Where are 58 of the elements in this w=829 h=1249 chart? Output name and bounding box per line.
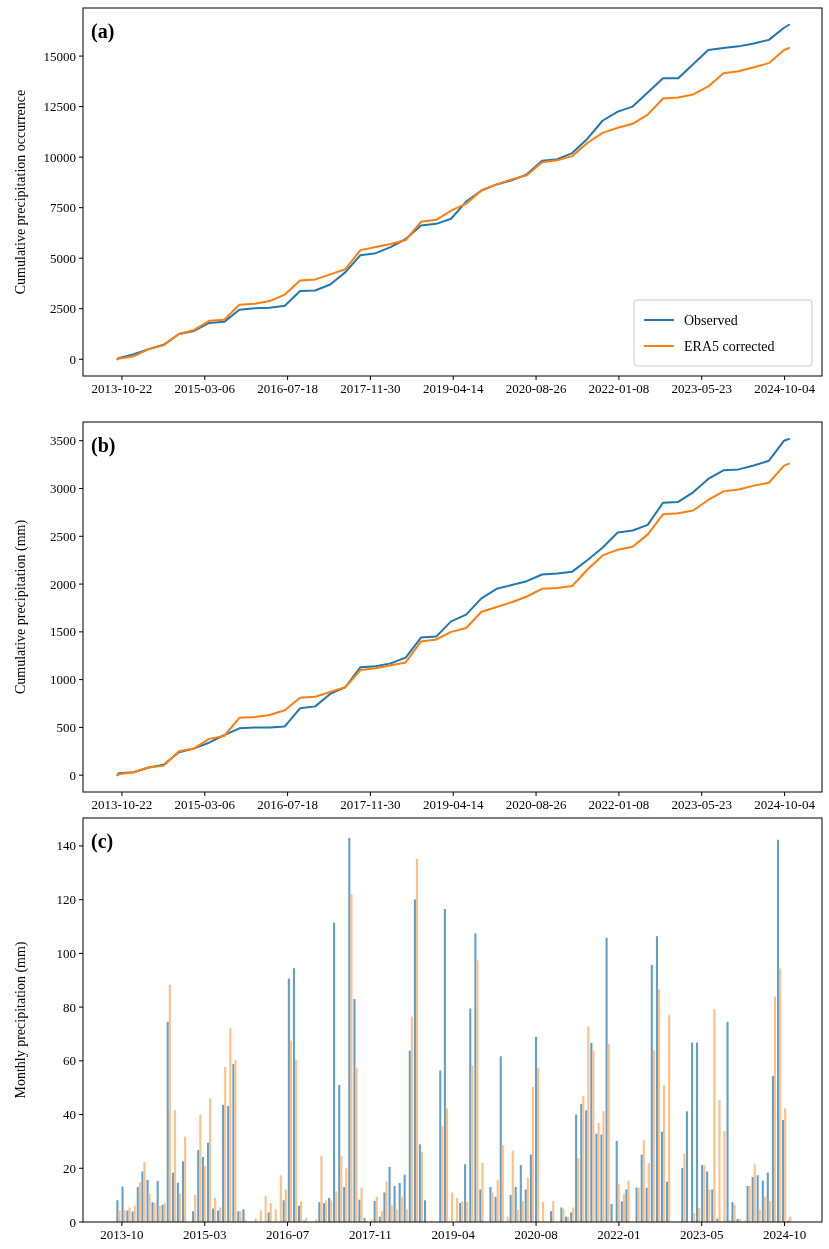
y-tick-label: 7500 (50, 200, 76, 216)
y-tick-label: 80 (63, 999, 76, 1015)
x-tick-label: 2020-08 (514, 1227, 558, 1242)
y-tick-label: 5000 (50, 250, 76, 266)
x-tick-label: 2017-11 (348, 1227, 392, 1242)
y-tick-label: 2500 (50, 528, 76, 544)
x-tick-label: 2024-10-04 (754, 797, 816, 812)
y-axis-title: Cumulative precipitation (mm) (13, 519, 29, 695)
y-tick-label: 40 (63, 1107, 76, 1123)
x-tick-label: 2016-07-18 (257, 797, 318, 812)
x-tick-label: 2013-10-22 (91, 797, 153, 812)
x-tick-label: 2013-10-22 (91, 381, 153, 396)
x-tick-label: 2023-05-23 (671, 797, 733, 812)
y-tick-label: 3000 (50, 481, 76, 497)
text: (b) (91, 434, 116, 457)
y-tick-label: 2500 (50, 301, 76, 317)
y-tick-label: 1000 (50, 672, 76, 688)
legend-label: Observed (684, 313, 738, 328)
x-tick-label: 2022-01-08 (588, 797, 650, 812)
text: (c) (91, 830, 114, 853)
y-tick-label: 0 (69, 1214, 76, 1230)
text: (a) (91, 20, 115, 43)
y-tick-label: 2000 (50, 576, 76, 592)
x-tick-label: 2013-10 (100, 1227, 144, 1242)
x-tick-label: 2016-07-18 (257, 381, 318, 396)
y-tick-label: 20 (63, 1160, 76, 1176)
y-tick-label: 12500 (43, 99, 76, 115)
y-tick-label: 60 (63, 1053, 76, 1069)
x-tick-label: 2019-04-14 (422, 381, 485, 396)
legend-label: ERA5 corrected (684, 339, 775, 354)
x-tick-label: 2015-03-06 (174, 797, 236, 812)
y-tick-label: 10000 (43, 149, 76, 165)
y-tick-label: 0 (69, 767, 76, 783)
y-tick-label: 100 (56, 945, 76, 961)
x-tick-label: 2020-08-26 (505, 381, 567, 396)
x-tick-label: 2024-10-04 (754, 381, 816, 396)
y-tick-label: 15000 (43, 48, 76, 64)
x-tick-label: 2015-03 (183, 1227, 227, 1242)
y-tick-label: 3500 (50, 433, 76, 449)
x-tick-label: 2019-04-14 (422, 797, 485, 812)
y-tick-label: 500 (56, 719, 76, 735)
y-tick-label: 0 (69, 351, 76, 367)
x-tick-label: 2023-05-23 (671, 381, 733, 396)
y-axis-title: Cumulative precipitation occurrence (13, 89, 28, 295)
x-tick-label: 2016-07 (265, 1227, 310, 1242)
y-axis-title: Monthly precipitation (mm) (13, 941, 29, 1099)
x-tick-label: 2019-04 (431, 1227, 476, 1242)
y-tick-label: 120 (56, 892, 76, 908)
x-tick-label: 2017-11-30 (340, 381, 401, 396)
x-tick-label: 2017-11-30 (340, 797, 401, 812)
x-tick-label: 2024-10 (762, 1227, 807, 1242)
x-tick-label: 2022-01-08 (588, 381, 650, 396)
y-tick-label: 1500 (50, 624, 76, 640)
x-tick-label: 2022-01 (597, 1227, 641, 1242)
x-tick-label: 2020-08-26 (505, 797, 567, 812)
x-tick-label: 2015-03-06 (174, 381, 236, 396)
x-tick-label: 2023-05 (680, 1227, 724, 1242)
y-tick-label: 140 (56, 838, 76, 854)
